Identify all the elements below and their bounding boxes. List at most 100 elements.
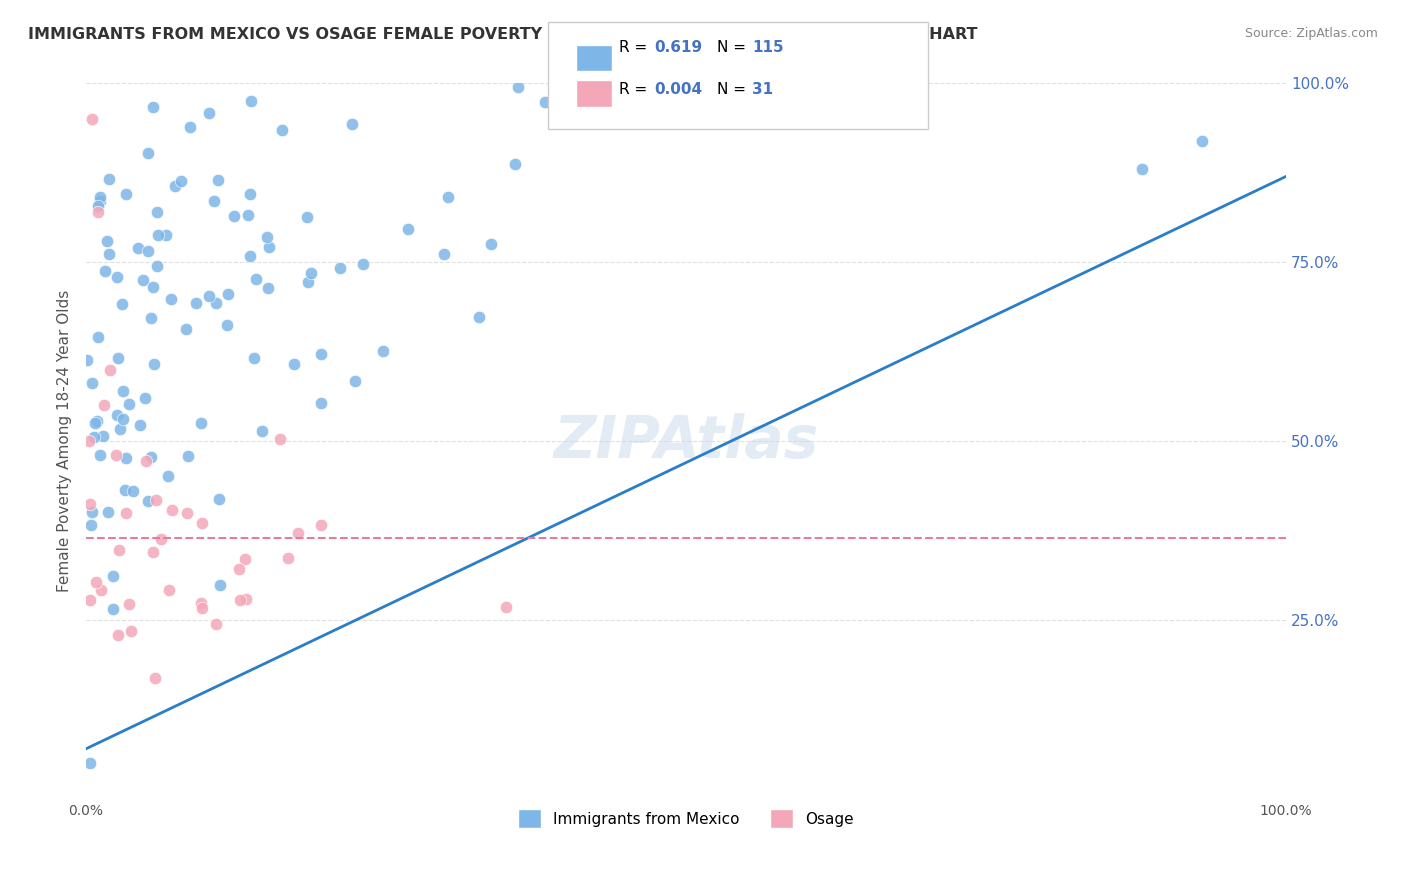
Immigrants from Mexico [579,40,602,54]
Immigrants from Mexico [89,448,111,462]
Immigrants from Mexico [340,40,363,54]
Immigrants from Mexico [143,357,166,371]
Immigrants from Mexico [86,414,108,428]
Osage [235,592,257,607]
Immigrants from Mexico [311,347,333,361]
Immigrants from Mexico [93,264,115,278]
Text: 0.619: 0.619 [654,40,702,54]
Immigrants from Mexico [179,120,201,134]
Immigrants from Mexico [177,449,200,463]
Immigrants from Mexico [148,228,170,243]
Immigrants from Mexico [146,205,169,219]
Osage [157,582,180,597]
Immigrants from Mexico [141,310,163,325]
Immigrants from Mexico [107,351,129,365]
Immigrants from Mexico [83,430,105,444]
Immigrants from Mexico [245,272,267,286]
Immigrants from Mexico [295,211,318,225]
Immigrants from Mexico [703,40,725,54]
Immigrants from Mexico [118,397,141,411]
Text: ZIPAtlas: ZIPAtlas [554,413,818,469]
Osage [80,112,103,127]
Immigrants from Mexico [208,492,231,507]
Immigrants from Mexico [80,376,103,390]
Immigrants from Mexico [155,227,177,242]
Immigrants from Mexico [380,59,402,73]
Immigrants from Mexico [373,40,395,54]
Text: IMMIGRANTS FROM MEXICO VS OSAGE FEMALE POVERTY AMONG 18-24 YEAR OLDS CORRELATION: IMMIGRANTS FROM MEXICO VS OSAGE FEMALE P… [28,27,977,42]
Immigrants from Mexico [142,280,165,294]
Immigrants from Mexico [83,416,105,430]
Immigrants from Mexico [96,235,118,249]
Text: R =: R = [619,40,652,54]
Immigrants from Mexico [352,258,374,272]
Osage [309,518,332,533]
Immigrants from Mexico [115,187,138,202]
Immigrants from Mexico [202,194,225,209]
Osage [204,616,226,631]
Immigrants from Mexico [127,241,149,255]
Osage [79,593,101,607]
Immigrants from Mexico [553,40,575,54]
Immigrants from Mexico [105,409,128,423]
Text: Source: ZipAtlas.com: Source: ZipAtlas.com [1244,27,1378,40]
Immigrants from Mexico [433,247,456,261]
Text: N =: N = [717,40,751,54]
Immigrants from Mexico [87,329,110,343]
Osage [93,398,115,412]
Immigrants from Mexico [98,172,121,186]
Immigrants from Mexico [239,186,262,201]
Immigrants from Mexico [87,199,110,213]
Immigrants from Mexico [297,276,319,290]
Immigrants from Mexico [343,374,366,388]
Immigrants from Mexico [197,289,219,303]
Immigrants from Mexico [89,194,111,208]
Immigrants from Mexico [240,94,263,108]
Text: N =: N = [717,82,751,96]
Osage [105,449,128,463]
Immigrants from Mexico [80,517,103,532]
Immigrants from Mexico [159,292,181,306]
Immigrants from Mexico [108,422,131,436]
Immigrants from Mexico [1130,162,1153,177]
Immigrants from Mexico [1191,134,1213,148]
Immigrants from Mexico [239,249,262,263]
Osage [120,624,142,639]
Osage [107,628,129,642]
Osage [90,582,112,597]
Osage [142,545,165,559]
Osage [77,434,100,449]
Osage [108,543,131,558]
Text: R =: R = [619,82,652,96]
Osage [190,596,212,610]
Immigrants from Mexico [155,40,177,54]
Immigrants from Mexico [506,79,529,94]
Immigrants from Mexico [437,190,460,204]
Osage [229,592,252,607]
Immigrants from Mexico [101,602,124,616]
Immigrants from Mexico [141,450,163,464]
Immigrants from Mexico [79,756,101,770]
Immigrants from Mexico [208,578,231,592]
Immigrants from Mexico [373,344,395,359]
Immigrants from Mexico [367,40,389,54]
Immigrants from Mexico [250,425,273,439]
Immigrants from Mexico [146,259,169,273]
Immigrants from Mexico [170,174,193,188]
Immigrants from Mexico [682,40,704,54]
Immigrants from Mexico [392,40,415,54]
Immigrants from Mexico [89,190,111,204]
Osage [176,507,198,521]
Immigrants from Mexico [97,505,120,519]
Immigrants from Mexico [136,244,159,258]
Osage [269,432,291,446]
Osage [143,671,166,685]
Text: 31: 31 [752,82,773,96]
Immigrants from Mexico [136,494,159,508]
Immigrants from Mexico [309,396,332,410]
Immigrants from Mexico [111,384,134,398]
Immigrants from Mexico [114,483,136,498]
Immigrants from Mexico [207,173,229,187]
Immigrants from Mexico [299,266,322,280]
Immigrants from Mexico [121,483,143,498]
